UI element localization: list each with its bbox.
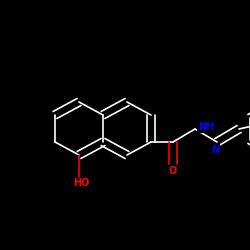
Text: NH: NH <box>198 122 214 132</box>
Text: HO: HO <box>73 178 89 188</box>
Text: N: N <box>211 145 219 155</box>
Text: O: O <box>169 166 177 176</box>
